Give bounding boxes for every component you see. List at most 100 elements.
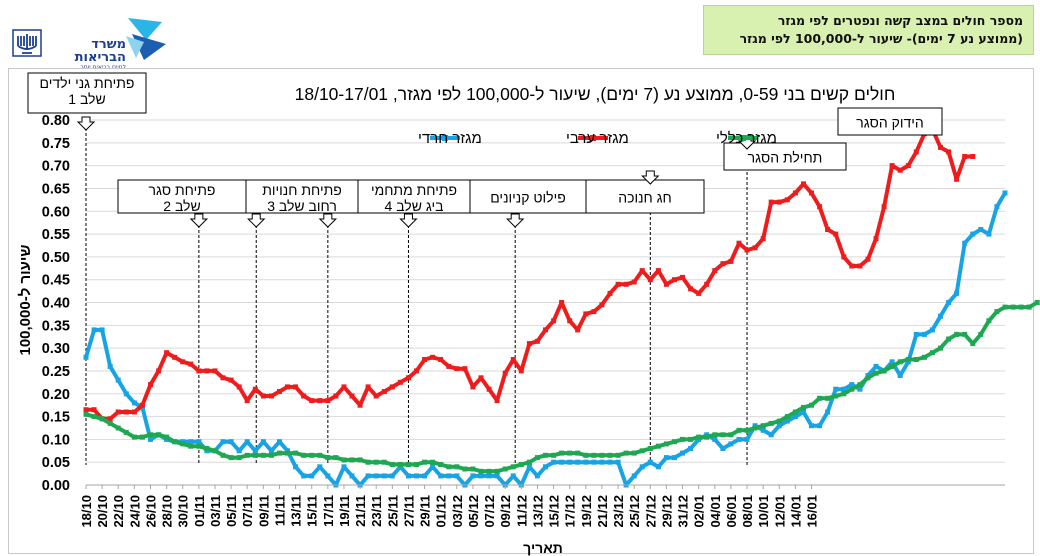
data-point <box>849 382 855 388</box>
data-point <box>446 464 452 470</box>
data-point <box>148 382 153 388</box>
data-point <box>591 309 597 315</box>
data-point <box>873 363 879 369</box>
data-point <box>801 404 806 410</box>
x-tick-label: 13/12 <box>530 495 545 528</box>
data-point <box>301 452 307 458</box>
event-label: שלב 1 <box>68 91 105 107</box>
y-tick-label: 0.20 <box>42 387 70 403</box>
data-point <box>599 459 605 465</box>
data-point <box>986 318 992 324</box>
data-point <box>277 439 282 445</box>
data-point <box>607 459 613 465</box>
data-point <box>728 441 734 447</box>
data-point <box>889 163 895 169</box>
data-point <box>83 354 89 360</box>
data-point <box>285 450 290 456</box>
data-point <box>672 277 677 283</box>
data-point <box>567 459 573 465</box>
data-point <box>478 468 484 474</box>
data-point <box>502 466 508 472</box>
x-tick-label: 01/12 <box>434 495 449 528</box>
data-point <box>156 432 162 438</box>
data-point <box>454 464 460 470</box>
data-point <box>849 263 855 269</box>
data-point <box>760 423 766 429</box>
data-point <box>381 473 387 479</box>
data-point <box>768 432 774 438</box>
data-point <box>196 443 202 449</box>
data-point <box>526 459 532 465</box>
data-point <box>704 434 710 440</box>
data-point <box>776 423 782 429</box>
data-point <box>768 420 774 426</box>
data-point <box>115 377 121 383</box>
x-tick-label: 10/01 <box>756 495 771 528</box>
x-tick-label: 29/11 <box>418 495 433 527</box>
data-point <box>760 236 766 242</box>
data-point <box>236 448 242 454</box>
data-point <box>333 455 339 461</box>
data-point <box>591 452 597 458</box>
data-point <box>776 418 782 424</box>
data-point <box>220 375 226 381</box>
data-point <box>381 459 387 465</box>
y-tick-label: 0.50 <box>42 250 70 266</box>
data-point <box>809 402 814 408</box>
data-point <box>389 384 395 390</box>
data-point <box>518 462 524 467</box>
data-point <box>438 462 444 467</box>
data-point <box>325 398 331 404</box>
event-label: פתיחת גני ילדים <box>40 75 135 91</box>
data-point <box>672 439 677 445</box>
x-tick-label: 02/01 <box>692 495 707 528</box>
data-point <box>825 409 831 415</box>
ministry-name: משרד הבריאות <box>52 38 126 64</box>
x-tick-label: 27/12 <box>643 495 658 528</box>
data-point <box>510 357 516 362</box>
data-point <box>83 407 89 413</box>
data-point <box>591 459 597 465</box>
data-point <box>438 473 444 479</box>
event-box <box>585 179 705 214</box>
data-point <box>268 452 274 458</box>
data-point <box>720 432 726 438</box>
data-point <box>260 393 266 399</box>
data-point <box>712 432 718 438</box>
data-point <box>688 436 694 442</box>
data-point <box>293 464 299 470</box>
data-point <box>929 327 935 333</box>
data-point <box>712 436 718 442</box>
data-point <box>865 375 871 381</box>
data-point <box>365 473 371 479</box>
data-point <box>857 382 863 388</box>
legend-item: מגזר ערבי <box>566 130 629 147</box>
legend-marker <box>740 135 746 141</box>
data-point <box>792 414 798 420</box>
event-label: פתיחת חנויות <box>262 182 342 198</box>
x-tick-label: 25/12 <box>627 495 642 528</box>
data-point <box>414 473 419 479</box>
data-point <box>148 432 153 438</box>
data-point <box>1026 304 1032 310</box>
data-point <box>655 268 661 274</box>
data-point <box>809 190 814 196</box>
data-point <box>623 281 629 287</box>
data-point <box>164 350 170 356</box>
data-point <box>663 281 669 287</box>
chart-title: חולים קשים בני 0-59, ממוצע נע (7 ימים), … <box>295 84 896 104</box>
data-point <box>881 204 887 210</box>
data-point <box>752 425 758 431</box>
data-point <box>268 448 274 454</box>
x-tick-label: 07/11 <box>240 495 255 527</box>
data-point <box>647 277 653 283</box>
x-tick-label: 24/10 <box>127 495 142 528</box>
data-point <box>357 402 363 408</box>
event-label: פילוט קניונים <box>490 190 566 206</box>
y-tick-label: 0.75 <box>42 136 70 152</box>
x-tick-label: 19/11 <box>337 495 352 527</box>
data-point <box>526 341 532 347</box>
data-point <box>204 446 210 451</box>
data-point <box>986 231 992 237</box>
